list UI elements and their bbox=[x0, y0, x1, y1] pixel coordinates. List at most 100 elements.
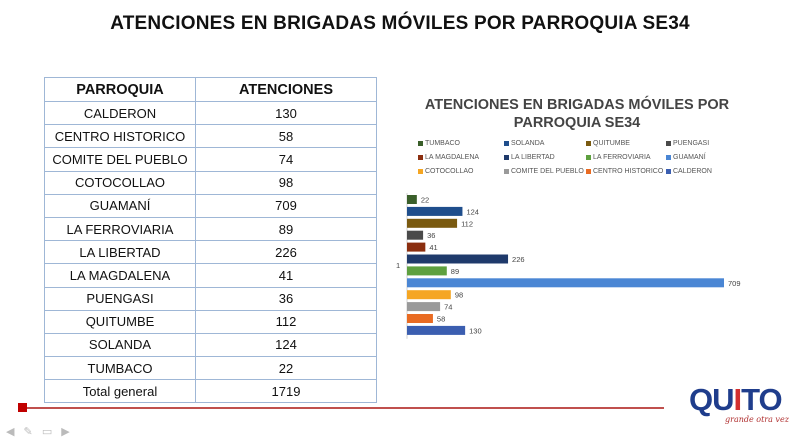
slideshow-toolbar: ◀ ✎ ▭ ▶ bbox=[6, 425, 76, 438]
bar bbox=[407, 278, 724, 288]
legend-item: CENTRO HISTORICO bbox=[586, 167, 663, 177]
legend-item: QUITUMBE bbox=[586, 139, 630, 149]
data-table: PARROQUIA ATENCIONES CALDERON 130 CENTRO H… bbox=[44, 77, 377, 404]
cell-parroquia: COMITE DEL PUEBLO bbox=[44, 147, 196, 172]
legend-swatch bbox=[586, 140, 591, 146]
bar-value-label: 709 bbox=[728, 279, 741, 288]
legend-swatch bbox=[586, 168, 591, 174]
table-row: PUENGASI 36 bbox=[44, 286, 377, 311]
cell-atenciones: 130 bbox=[195, 100, 377, 126]
legend-swatch bbox=[504, 168, 509, 174]
cell-parroquia: LA MAGDALENA bbox=[44, 263, 196, 288]
cell-parroquia: CALDERON bbox=[44, 100, 196, 126]
table-header-row: PARROQUIA ATENCIONES bbox=[44, 77, 377, 102]
legend-item: COMITE DEL PUEBLO bbox=[504, 167, 584, 177]
prev-icon[interactable]: ◀ bbox=[6, 426, 15, 438]
table-row: COMITE DEL PUEBLO 74 bbox=[44, 147, 377, 172]
bar bbox=[407, 314, 433, 323]
legend-swatch bbox=[666, 168, 671, 174]
legend-swatch bbox=[586, 154, 591, 160]
bar bbox=[407, 302, 441, 312]
legend-item: GUAMANÍ bbox=[666, 153, 706, 163]
legend-item: PUENGASI bbox=[666, 139, 709, 149]
legend-label: LA LIBERTAD bbox=[511, 154, 555, 161]
bar-value-label: 124 bbox=[466, 207, 479, 216]
legend-label: CALDERON bbox=[673, 168, 712, 175]
bar-value-label: 89 bbox=[451, 267, 459, 276]
bar bbox=[407, 218, 458, 228]
legend-swatch bbox=[666, 140, 671, 146]
legend-item: LA LIBERTAD bbox=[504, 153, 555, 163]
logo-wordmark: QUITO bbox=[689, 382, 783, 417]
header-atenciones: ATENCIONES bbox=[195, 77, 377, 102]
cell-parroquia: TUMBACO bbox=[44, 356, 196, 381]
next-icon[interactable]: ▶ bbox=[61, 426, 70, 438]
chart-title: ATENCIONES EN BRIGADAS MÓVILES POR PARRO… bbox=[424, 97, 730, 131]
table-row: SOLANDA 124 bbox=[44, 332, 377, 358]
bar bbox=[407, 290, 451, 300]
bar bbox=[407, 266, 447, 276]
category-tick-label: 1 bbox=[396, 261, 400, 270]
legend-item: CALDERON bbox=[666, 167, 712, 177]
slide-marker bbox=[18, 403, 27, 412]
legend-label: SOLANDA bbox=[511, 140, 545, 147]
header-parroquia: PARROQUIA bbox=[44, 77, 196, 102]
cell-atenciones: 36 bbox=[195, 286, 377, 311]
bar-value-label: 226 bbox=[512, 255, 525, 264]
cell-parroquia: GUAMANÍ bbox=[44, 193, 196, 218]
bar-value-label: 22 bbox=[421, 196, 429, 205]
bar-value-label: 98 bbox=[455, 291, 463, 300]
bar-value-label: 74 bbox=[444, 303, 452, 312]
legend-item: TUMBACO bbox=[418, 139, 460, 149]
bar bbox=[407, 242, 426, 252]
quito-logo: QUITO grande otra vez bbox=[689, 382, 789, 428]
legend-item: LA FERROVIARIA bbox=[586, 153, 651, 163]
bottom-divider bbox=[22, 407, 664, 409]
total-value: 1719 bbox=[195, 379, 377, 404]
legend-swatch bbox=[504, 154, 509, 160]
bar-value-label: 58 bbox=[437, 315, 445, 324]
bar-value-label: 41 bbox=[429, 243, 437, 252]
cell-atenciones: 89 bbox=[195, 216, 377, 242]
legend-label: LA MAGDALENA bbox=[425, 154, 480, 161]
bar bbox=[407, 254, 509, 264]
logo-tagline: grande otra vez bbox=[725, 415, 789, 424]
legend-item: SOLANDA bbox=[504, 139, 544, 149]
legend-label: LA FERROVIARIA bbox=[593, 154, 651, 161]
legend-swatch bbox=[666, 154, 671, 160]
cell-atenciones: 226 bbox=[195, 240, 377, 265]
cell-atenciones: 112 bbox=[195, 309, 377, 334]
table-row: CALDERON 130 bbox=[44, 100, 377, 126]
table-row: CENTRO HISTORICO 58 bbox=[44, 124, 377, 149]
pen-icon[interactable]: ✎ bbox=[23, 426, 33, 438]
bar-value-label: 112 bbox=[461, 219, 473, 228]
legend-swatch bbox=[418, 140, 423, 146]
bar bbox=[407, 195, 417, 204]
bar bbox=[407, 230, 424, 240]
bar-value-label: 36 bbox=[427, 231, 435, 240]
legend-label: COTOCOLLAO bbox=[425, 168, 474, 175]
table-total-row: Total general 1719 bbox=[44, 379, 377, 404]
legend-label: QUITUMBE bbox=[593, 140, 630, 147]
legend-item: LA MAGDALENA bbox=[418, 153, 479, 163]
bar bbox=[407, 325, 466, 335]
legend-label: PUENGASI bbox=[673, 140, 710, 147]
legend-item: COTOCOLLAO bbox=[418, 167, 474, 177]
legend-swatch bbox=[418, 154, 423, 160]
table-row: GUAMANÍ 709 bbox=[44, 193, 377, 218]
table-body: CALDERON 130 CENTRO HISTORICO 58 COMITE DEL … bbox=[44, 100, 377, 404]
legend-swatch bbox=[418, 168, 423, 174]
legend-label: GUAMANÍ bbox=[673, 154, 706, 161]
table-row: LA LIBERTAD 226 bbox=[44, 240, 377, 265]
total-label: Total general bbox=[44, 379, 196, 404]
slide-title: ATENCIONES EN BRIGADAS MÓVILES POR PARRO… bbox=[110, 13, 690, 34]
bar-value-label: 130 bbox=[469, 326, 482, 335]
cell-atenciones: 98 bbox=[195, 170, 377, 195]
legend-label: CENTRO HISTORICO bbox=[593, 168, 664, 175]
screen-icon[interactable]: ▭ bbox=[41, 426, 53, 438]
legend-swatch bbox=[504, 140, 509, 146]
cell-parroquia: PUENGASI bbox=[44, 286, 196, 311]
cell-atenciones: 709 bbox=[195, 193, 377, 218]
legend-label: TUMBACO bbox=[425, 140, 460, 147]
